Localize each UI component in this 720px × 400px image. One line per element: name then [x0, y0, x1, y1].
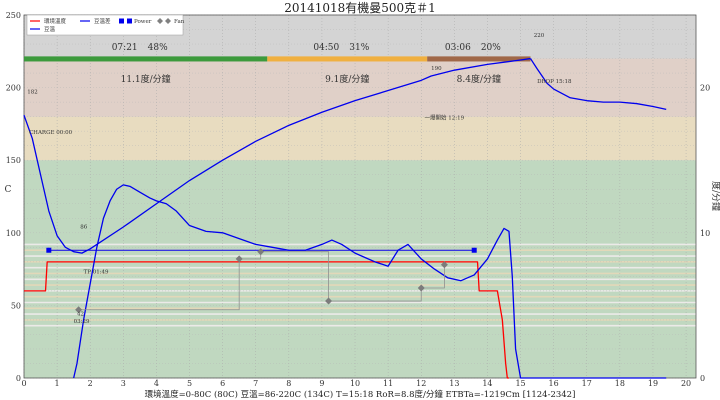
x-tick-label: 2: [88, 379, 93, 388]
legend-swatch-diamond: [165, 18, 171, 24]
y-tick-label-right: 10: [700, 229, 710, 238]
x-tick-label: 4: [154, 379, 159, 388]
x-tick-label: 8: [286, 379, 291, 388]
fan-marker: [235, 255, 243, 263]
legend-swatch-square: [127, 18, 132, 24]
x-tick-label: 3: [121, 379, 126, 388]
background-band-0: [24, 160, 696, 378]
x-tick-label: 17: [582, 379, 592, 388]
x-tick-label: 10: [350, 379, 360, 388]
chart-title: 20141018有機曼500克＃1: [284, 0, 436, 15]
legend-swatch-square: [119, 18, 124, 24]
background-band-1: [24, 116, 696, 161]
fan-marker: [257, 248, 265, 256]
legend-label: Fan: [174, 19, 185, 25]
power-marker: [471, 247, 477, 253]
ror-line: [529, 58, 667, 111]
x-tick-label: 14: [482, 379, 492, 388]
y-axis-label: C: [5, 185, 12, 195]
x-tick-label: 19: [648, 379, 658, 388]
fan-line: [78, 251, 445, 311]
legend-label: 豆溫: [44, 25, 56, 33]
x-tick-label: 5: [187, 379, 192, 388]
annotation-label: 42: [77, 312, 84, 318]
y-tick-label: 50: [11, 301, 21, 310]
fan-marker: [417, 284, 425, 292]
ror-line: [73, 184, 667, 379]
phase-percent: 20%: [481, 43, 501, 53]
x-tick-label: 7: [253, 379, 258, 388]
annotation-label: 一爆開始 12:19: [425, 114, 465, 122]
x-tick-label: 6: [220, 379, 225, 388]
phase-rate: 9.1度/分鐘: [325, 73, 369, 85]
et-line: [24, 261, 509, 379]
fan-marker: [75, 306, 83, 314]
legend-box: [26, 14, 184, 36]
y-tick-label: 250: [6, 11, 21, 20]
fan-marker: [325, 297, 333, 305]
phase-rate: 8.4度/分鐘: [457, 73, 501, 85]
phase-bar-1: [267, 56, 428, 62]
bt-line: [23, 57, 531, 254]
phase-percent: 48%: [148, 43, 168, 53]
plot-frame: [23, 14, 697, 379]
x-tick-label: 1: [55, 379, 60, 388]
y-tick-label: 200: [6, 84, 21, 93]
annotation-label: CHARGE 00:00: [29, 130, 73, 136]
x-tick-label: 0: [21, 379, 26, 388]
x-tick-label: 13: [449, 379, 459, 388]
x-tick-label: 15: [515, 379, 525, 388]
y-tick-label: 150: [6, 156, 21, 165]
x-tick-label: 16: [549, 379, 559, 388]
y-tick-label: 100: [6, 229, 21, 238]
annotation-label: TP 01:49: [84, 269, 109, 275]
annotation-label: DROP 15:18: [537, 79, 572, 85]
y-tick-label-right: 20: [700, 84, 710, 93]
x-tick-label: 20: [681, 379, 691, 388]
x-tick-label: 9: [319, 379, 324, 388]
legend-swatch-diamond: [157, 18, 163, 24]
phase-time: 07:21: [112, 43, 138, 53]
y-tick-label: 0: [16, 374, 21, 383]
x-tick-label: 18: [615, 379, 625, 388]
power-marker: [46, 247, 52, 253]
plot-area: 0 1 2 3 4 5 6 7 8 9 10 11 12 13 14 15 16 17 18 19 2005010015…: [6, 11, 710, 388]
y-axis-label-right: 度/分鐘: [710, 181, 720, 211]
fan-marker: [440, 261, 448, 269]
y-tick-label-right: 0: [700, 374, 705, 383]
legend-label: Power: [134, 19, 152, 25]
phase-time: 04:50: [313, 43, 339, 53]
phase-time: 03:06: [445, 43, 471, 53]
annotation-label: 03:29: [74, 319, 90, 325]
annotation-label: 190: [431, 66, 442, 72]
x-tick-label: 11: [383, 379, 393, 388]
phase-bar-0: [24, 56, 268, 62]
annotation-label: 220: [534, 33, 545, 39]
phase-rate: 11.1度/分鐘: [121, 73, 171, 85]
annotation-label: 86: [80, 224, 87, 230]
x-tick-label: 12: [416, 379, 426, 388]
chart-footer: 環境溫度=0-80C (80C) 豆溫=86-220C (134C) T=15:…: [145, 389, 576, 400]
legend-label: 豆溫差: [94, 17, 111, 25]
phase-percent: 31%: [349, 43, 369, 53]
annotation-label: 182: [27, 89, 38, 95]
phase-bar-2: [427, 56, 531, 62]
legend-label: 環境溫度: [44, 17, 67, 25]
